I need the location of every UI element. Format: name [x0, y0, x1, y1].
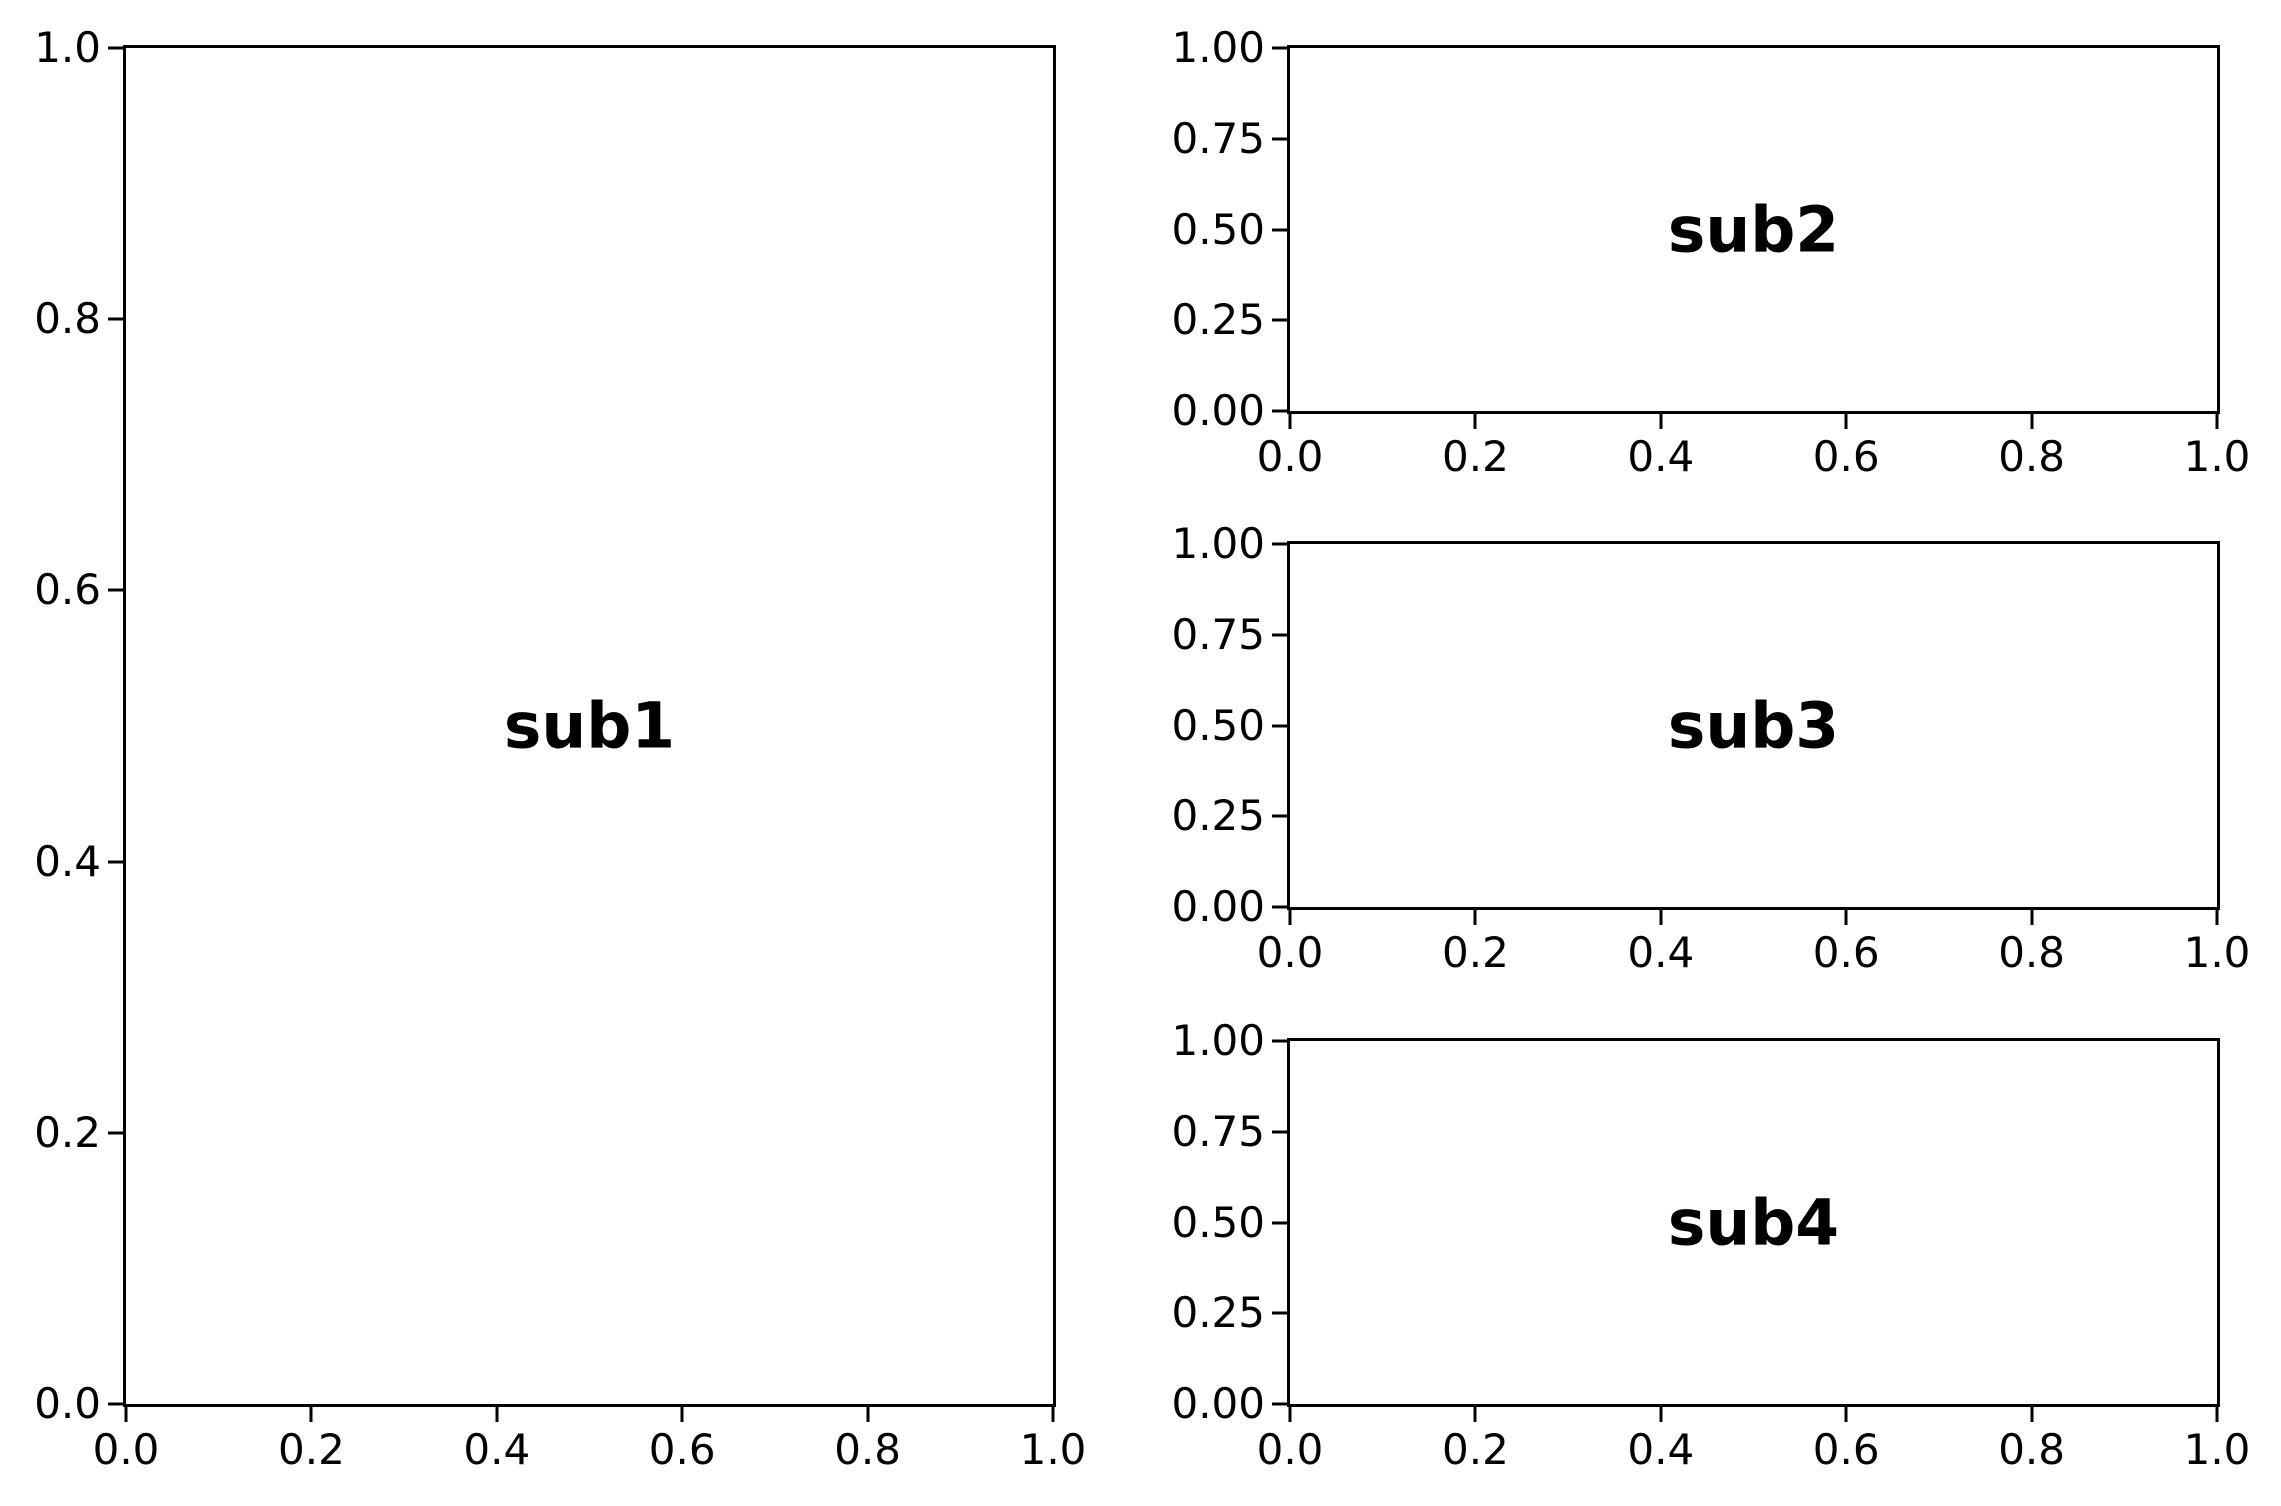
x-tick-mark — [1844, 1407, 1848, 1422]
x-tick-mark — [1844, 910, 1848, 925]
y-tick-mark — [1272, 1221, 1287, 1224]
x-tick-mark — [680, 1407, 684, 1422]
y-tick-label: 0.25 — [1171, 295, 1265, 345]
x-tick-mark — [2030, 910, 2034, 925]
x-tick-label: 0.0 — [1256, 432, 1324, 481]
x-tick-label: 1.0 — [2183, 1425, 2251, 1474]
y-tick-label: 0.00 — [1171, 882, 1265, 931]
y-tick-label: 0.4 — [34, 836, 101, 886]
x-tick-mark — [1288, 910, 1292, 925]
y-tick-mark — [1272, 318, 1287, 322]
y-tick-mark — [1272, 137, 1287, 141]
y-tick-mark — [1272, 633, 1287, 637]
x-tick-mark — [495, 1407, 499, 1422]
subplot-sub3: sub3 0.0 0.2 0.4 0.6 0.8 1.0 0.00 0.25 0.50 0.75 1… — [1171, 523, 2250, 974]
y-tick-mark — [1272, 1130, 1287, 1134]
x-tick-label: 1.0 — [1019, 1425, 1087, 1474]
y-tick-label: 0.25 — [1171, 1288, 1265, 1338]
x-tick-mark — [1659, 1407, 1663, 1422]
x-tick-label: 0.8 — [1998, 432, 2065, 481]
x-tick-label: 0.6 — [1812, 1425, 1880, 1474]
subplot-label: sub3 — [1667, 689, 1840, 762]
x-tick-label: 0.6 — [1812, 928, 1880, 977]
x-tick-mark — [2215, 414, 2219, 429]
x-tick-mark — [2030, 414, 2034, 429]
subplot-label: sub1 — [503, 689, 676, 763]
x-tick-mark — [309, 1407, 313, 1422]
x-tick-mark — [1473, 1407, 1477, 1422]
y-tick-mark — [108, 1131, 123, 1135]
x-tick-label: 0.8 — [1998, 928, 2065, 977]
x-tick-label: 0.2 — [1441, 928, 1509, 977]
x-tick-mark — [2030, 1407, 2034, 1422]
y-tick-mark — [1272, 1039, 1287, 1043]
x-tick-label: 0.2 — [277, 1425, 345, 1474]
y-tick-label: 0.8 — [34, 294, 101, 344]
y-tick-mark — [1272, 1402, 1287, 1406]
x-tick-label: 0.8 — [834, 1425, 901, 1474]
x-tick-mark — [2215, 910, 2219, 925]
x-tick-mark — [1288, 1407, 1292, 1422]
x-tick-mark — [1473, 414, 1477, 429]
y-tick-label: 0.00 — [1171, 386, 1265, 435]
y-tick-label: 0.50 — [1171, 1197, 1265, 1247]
y-tick-label: 0.25 — [1171, 791, 1265, 841]
subplot-sub2: sub2 0.0 0.2 0.4 0.6 0.8 1.0 0.00 0.25 0.50 0.75 1… — [1171, 27, 2250, 478]
y-tick-label: 0.00 — [1171, 1379, 1265, 1428]
x-tick-mark — [1659, 910, 1663, 925]
x-tick-label: 0.0 — [1256, 1425, 1324, 1474]
y-tick-mark — [1272, 1311, 1287, 1315]
y-tick-mark — [1272, 228, 1287, 231]
y-tick-mark — [108, 588, 123, 592]
x-tick-mark — [1659, 414, 1663, 429]
x-tick-mark — [2215, 1407, 2219, 1422]
y-tick-mark — [108, 1402, 123, 1406]
x-tick-label: 0.4 — [1627, 432, 1695, 481]
y-tick-mark — [1272, 814, 1287, 818]
x-tick-label: 0.2 — [1441, 432, 1509, 481]
x-tick-mark — [1051, 1407, 1055, 1422]
x-tick-label: 0.8 — [1998, 1425, 2065, 1474]
y-tick-mark — [1272, 46, 1287, 50]
x-tick-label: 0.6 — [1812, 432, 1880, 481]
x-tick-label: 1.0 — [2183, 432, 2251, 481]
x-tick-mark — [866, 1407, 870, 1422]
y-tick-mark — [108, 46, 123, 50]
y-tick-label: 0.75 — [1171, 1106, 1265, 1156]
y-tick-label: 0.6 — [34, 565, 101, 615]
subplot-sub4: sub4 0.0 0.2 0.4 0.6 0.8 1.0 0.00 0.25 0.50 0.75 1… — [1171, 1020, 2250, 1471]
x-tick-mark — [1844, 414, 1848, 429]
y-tick-label: 0.2 — [34, 1107, 101, 1157]
y-tick-label: 1.00 — [1171, 519, 1265, 568]
y-tick-label: 1.0 — [34, 23, 101, 72]
x-tick-label: 0.6 — [648, 1425, 716, 1474]
x-tick-label: 0.0 — [92, 1425, 160, 1474]
subplot-sub1: sub1 0.0 0.2 0.4 0.6 0.8 1.0 0.0 0.2 0.4 0.6 0.8 1.… — [34, 27, 1086, 1471]
x-tick-mark — [1288, 414, 1292, 429]
x-tick-mark — [124, 1407, 128, 1422]
x-tick-label: 0.4 — [1627, 1425, 1695, 1474]
y-tick-label: 0.50 — [1171, 204, 1265, 254]
y-tick-mark — [1272, 724, 1287, 727]
y-tick-mark — [1272, 542, 1287, 546]
y-tick-label: 0.0 — [34, 1379, 101, 1428]
y-tick-mark — [108, 860, 123, 864]
y-tick-mark — [1272, 409, 1287, 413]
y-tick-mark — [1272, 905, 1287, 909]
y-tick-label: 1.00 — [1171, 23, 1265, 72]
x-tick-mark — [1473, 910, 1477, 925]
x-tick-label: 0.4 — [463, 1425, 531, 1474]
x-tick-label: 0.0 — [1256, 928, 1324, 977]
y-tick-label: 0.75 — [1171, 113, 1265, 163]
y-tick-label: 1.00 — [1171, 1016, 1265, 1065]
x-tick-label: 0.2 — [1441, 1425, 1509, 1474]
y-tick-label: 0.75 — [1171, 609, 1265, 659]
y-tick-label: 0.50 — [1171, 700, 1265, 750]
x-tick-label: 0.4 — [1627, 928, 1695, 977]
y-tick-mark — [108, 317, 123, 321]
subplot-label: sub2 — [1667, 193, 1840, 266]
x-tick-label: 1.0 — [2183, 928, 2251, 977]
subplot-label: sub4 — [1667, 1186, 1840, 1259]
